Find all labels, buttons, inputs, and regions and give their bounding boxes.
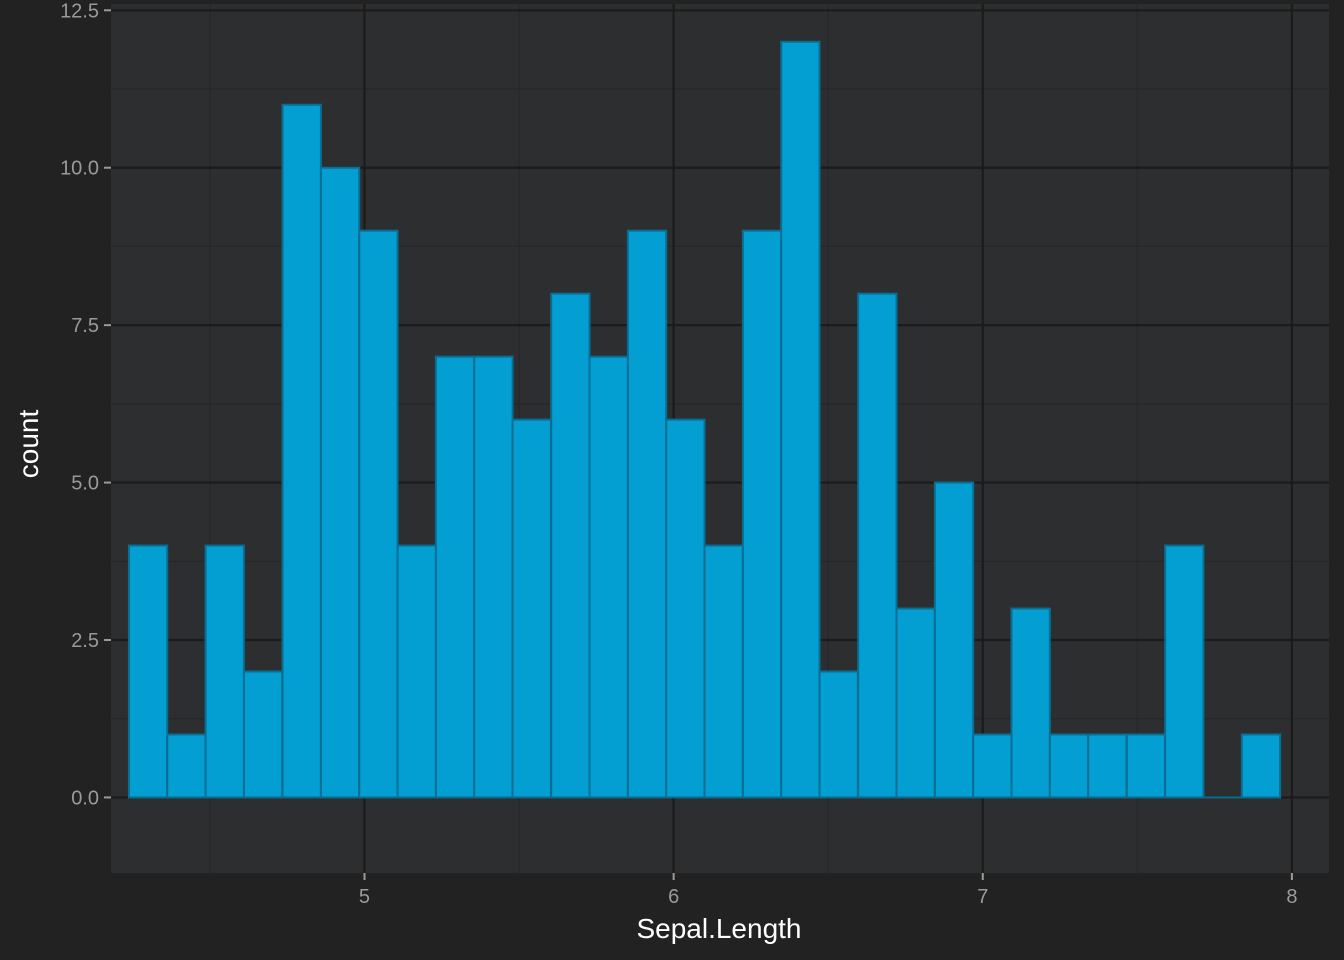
x-axis-title: Sepal.Length <box>636 913 801 944</box>
x-tick-label: 6 <box>668 886 679 908</box>
histogram-bar-18 <box>780 40 821 799</box>
histogram-bar-28 <box>1164 544 1205 799</box>
histogram-bar-25 <box>1048 733 1090 799</box>
histogram-bars <box>127 40 1282 799</box>
histogram-bar-20 <box>857 292 898 799</box>
y-tick-label: 7.5 <box>71 315 99 337</box>
y-tick-label: 12.5 <box>60 0 99 22</box>
histogram-bar-27 <box>1125 733 1167 799</box>
histogram-bar-14 <box>626 229 668 799</box>
histogram-bar-3 <box>204 544 245 799</box>
histogram-bar-10 <box>473 355 514 799</box>
y-tick-label: 5.0 <box>71 473 99 495</box>
histogram-bar-17 <box>741 229 783 799</box>
histogram-bar-4 <box>242 670 284 799</box>
histogram-bar-12 <box>550 292 591 799</box>
histogram-bar-15 <box>665 418 706 799</box>
histogram-bar-9 <box>434 355 476 799</box>
histogram-bar-19 <box>818 670 859 799</box>
histogram-bar-11 <box>511 418 552 799</box>
y-axis: 0.0 2.5 5.0 7.5 10.0 12.5 <box>60 0 111 809</box>
histogram-bar-23 <box>972 733 1013 799</box>
histogram-bar-21 <box>895 607 936 799</box>
x-tick-label: 8 <box>1286 886 1297 908</box>
x-tick-label: 5 <box>359 886 370 908</box>
histogram-bar-7 <box>358 229 399 799</box>
histogram-bar-6 <box>319 166 361 799</box>
histogram-bar-22 <box>933 481 975 799</box>
histogram-bar-2 <box>166 733 207 799</box>
histogram-bar-26 <box>1087 733 1128 799</box>
histogram-bar-30 <box>1240 733 1282 799</box>
histogram-bar-1 <box>127 544 169 799</box>
y-tick-label: 10.0 <box>60 158 99 180</box>
x-tick-label: 7 <box>977 886 988 908</box>
histogram-bar-16 <box>703 544 744 799</box>
y-axis-title: count <box>13 410 44 479</box>
y-tick-label: 0.0 <box>71 787 99 809</box>
histogram-bar-24 <box>1010 607 1051 799</box>
histogram-bar-5 <box>281 103 322 799</box>
y-tick-label: 2.5 <box>71 630 99 652</box>
histogram-bar-8 <box>396 544 437 799</box>
x-axis: 5 6 7 8 <box>359 873 1297 908</box>
histogram-bar-13 <box>588 355 629 799</box>
